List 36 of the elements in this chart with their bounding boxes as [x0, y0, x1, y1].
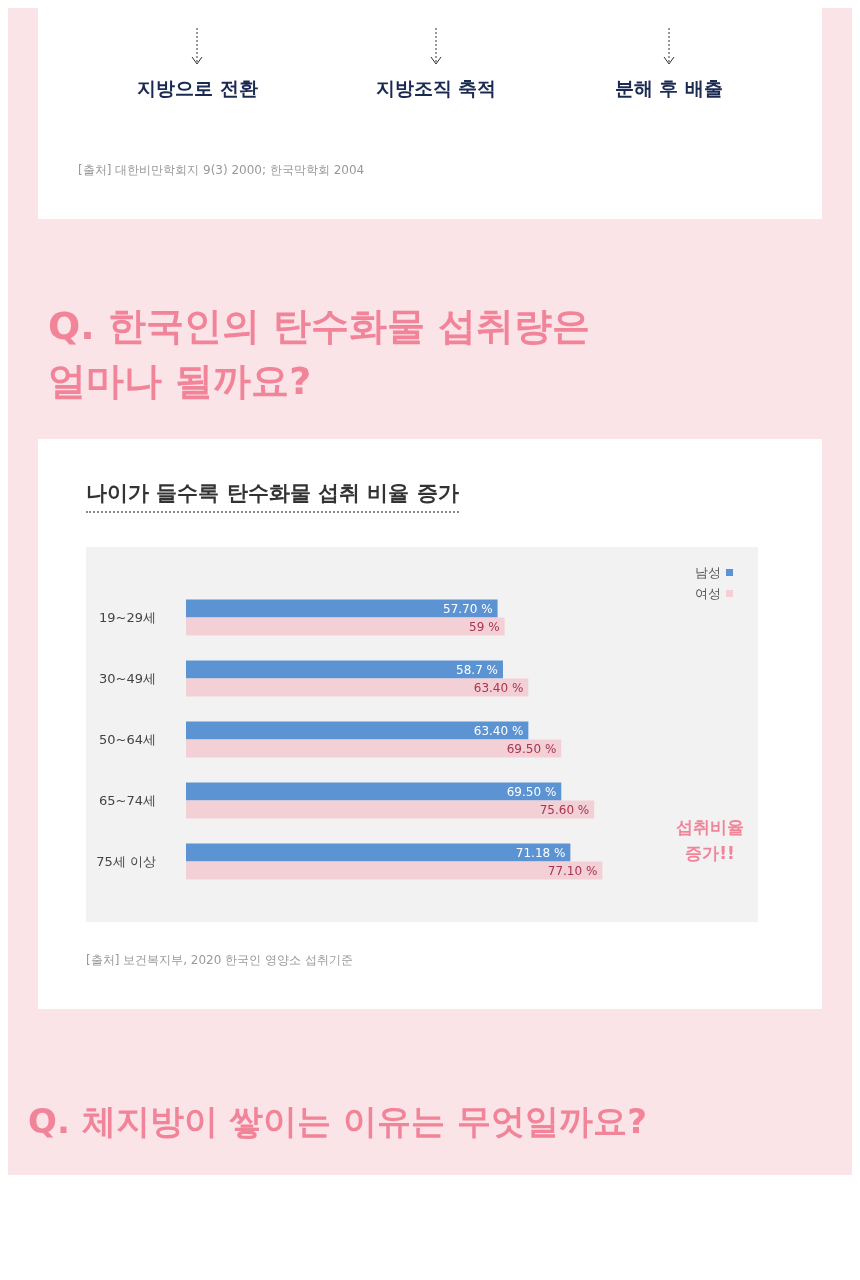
text: 섭취비율 증가!! [676, 816, 744, 865]
legend-label: 남성 [695, 565, 721, 581]
data-label: 57.70 % [443, 601, 493, 616]
bar [186, 800, 595, 819]
bar [186, 782, 562, 801]
text: Q. 한국인의 탄수화물 섭취량은 얼마나 될까요? [47, 303, 592, 406]
text: 지방으로 전환 [137, 76, 258, 101]
data-label: 58.7 % [456, 662, 498, 677]
text: Q. 체지방이 쌓이는 이유는 무엇일까요? [27, 1100, 648, 1144]
y-tick-label: 30~49세 [99, 671, 156, 687]
data-label: 63.40 % [473, 680, 524, 695]
y-tick-label: 19~29세 [99, 610, 156, 626]
bar [186, 617, 505, 636]
y-tick-label: 75세 이상 [96, 854, 156, 870]
y-tick-label: 65~74세 [99, 793, 156, 809]
text: [출처] 대한비만학회지 9(3) 2000; 한국막학회 2004 [78, 162, 366, 179]
data-label: 69.50 % [506, 784, 557, 799]
bar [186, 843, 571, 862]
bar [186, 678, 529, 697]
data-label: 69.50 % [506, 741, 557, 756]
bar [186, 861, 603, 880]
data-label: 63.40 % [473, 723, 524, 738]
bar [186, 599, 498, 618]
bar [186, 739, 562, 758]
text: [출처] 보건복지부, 2020 한국인 영양소 섭취기준 [86, 952, 354, 970]
data-label: 75.60 % [539, 802, 590, 817]
legend-label: 여성 [695, 586, 721, 602]
text: 분해 후 배출 [614, 76, 723, 101]
bar [186, 721, 529, 740]
data-label: 77.10 % [547, 863, 598, 878]
y-tick-label: 50~64세 [99, 732, 156, 748]
chart-title: 나이가 들수록 탄수화물 섭취 비율 증가 [86, 479, 459, 514]
data-label: 59 % [469, 619, 500, 634]
text: 지방조직 축적 [375, 76, 497, 101]
data-label: 71.18 % [515, 845, 566, 860]
bar [186, 660, 503, 679]
